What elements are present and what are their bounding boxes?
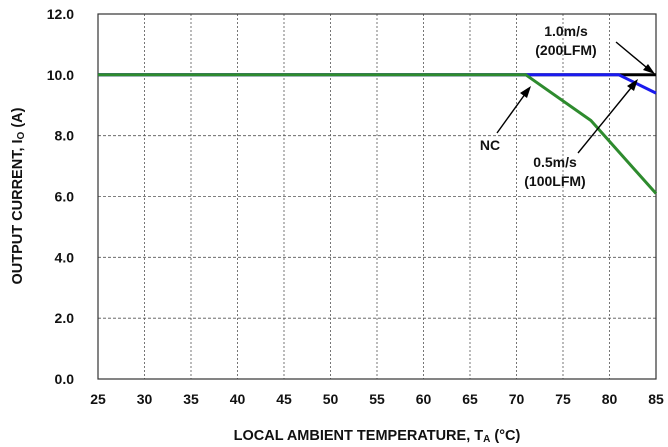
y-tick-label: 12.0 [47, 6, 74, 22]
annotation-100lfm-arrow [577, 82, 636, 154]
annotation-nc: NC [480, 86, 531, 153]
grid [98, 14, 656, 379]
y-tick-label: 2.0 [55, 310, 75, 326]
annotation-100lfm-arrowhead [627, 79, 638, 91]
annotation-200lfm-line1: 1.0m/s [544, 23, 588, 39]
annotation-nc-arrow [496, 89, 529, 134]
x-tick-label: 70 [509, 391, 525, 407]
annotation-200lfm-arrowhead [643, 64, 655, 74]
x-tick-label: 45 [276, 391, 292, 407]
y-tick-label: 8.0 [55, 128, 75, 144]
annotation-nc-label: NC [480, 137, 500, 153]
x-tick-label: 50 [323, 391, 339, 407]
series-lines [98, 73, 658, 195]
x-tick-label: 60 [416, 391, 432, 407]
annotation-200lfm-line2: (200LFM) [535, 42, 596, 58]
annotation-200lfm: 1.0m/s (200LFM) [535, 23, 655, 74]
y-tick-label: 4.0 [55, 249, 75, 265]
annotation-100lfm: 0.5m/s (100LFM) [524, 79, 638, 189]
x-tick-label: 35 [183, 391, 199, 407]
x-tick-label: 85 [648, 391, 664, 407]
y-tick-label: 0.0 [55, 371, 75, 387]
x-tick-label: 65 [462, 391, 478, 407]
x-tick-label: 75 [555, 391, 571, 407]
annotation-nc-arrowhead [520, 86, 531, 98]
y-axis-title: OUTPUT CURRENT, IO (A) [10, 107, 27, 284]
x-tick-label: 30 [137, 391, 153, 407]
y-tick-label: 6.0 [55, 189, 75, 205]
annotation-100lfm-line1: 0.5m/s [533, 154, 577, 170]
y-tick-labels: 0.0 2.0 4.0 6.0 8.0 10.0 12.0 [47, 6, 74, 387]
annotation-100lfm-line2: (100LFM) [524, 173, 585, 189]
x-tick-label: 80 [602, 391, 618, 407]
x-axis-title: LOCAL AMBIENT TEMPERATURE, TA (°C) [234, 428, 521, 445]
x-tick-label: 55 [369, 391, 385, 407]
y-tick-label: 10.0 [47, 67, 74, 83]
x-tick-label: 25 [90, 391, 106, 407]
x-tick-labels: 25 30 35 40 45 50 55 60 65 70 75 80 85 [90, 391, 664, 407]
plot-frame [97, 13, 657, 380]
series-line-nc [98, 73, 658, 195]
x-tick-label: 40 [230, 391, 246, 407]
